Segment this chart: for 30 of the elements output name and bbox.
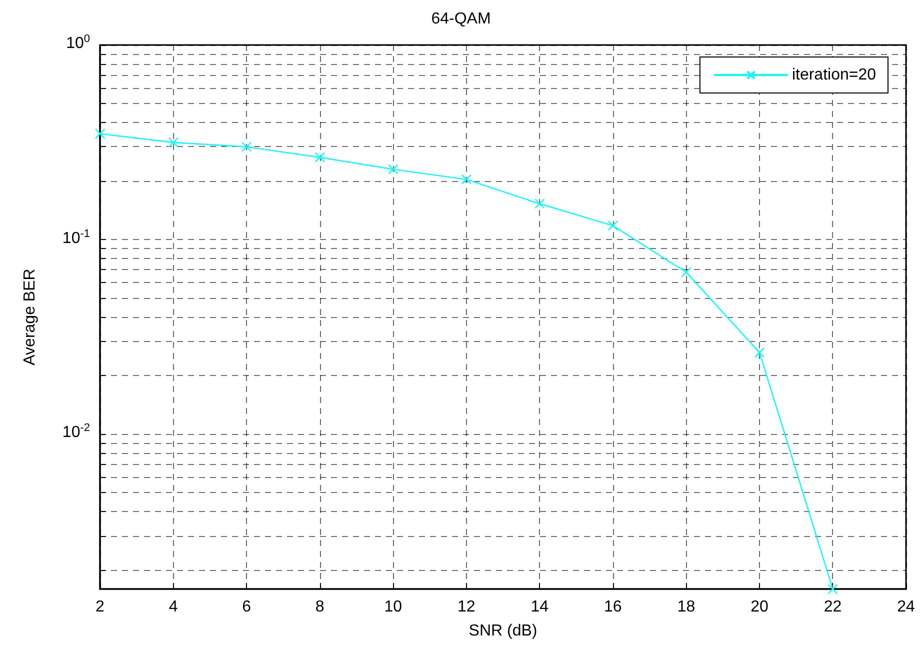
x-tick-label: 22 [824, 598, 842, 616]
x-axis-title: SNR (dB) [468, 622, 538, 640]
point [314, 152, 325, 162]
x-tick-label: 18 [677, 598, 696, 616]
point [168, 137, 178, 148]
point [681, 267, 692, 278]
point [461, 174, 472, 184]
x-tick-label: 12 [457, 598, 476, 616]
point [754, 347, 765, 358]
x-tick-label: 24 [897, 598, 915, 616]
x-tick-label: 14 [530, 598, 549, 616]
y-tick-label: 10$^{0}$ [66, 33, 90, 53]
x-tick-label: 20 [750, 598, 768, 616]
x-tick-label: 4 [168, 598, 178, 616]
point [608, 220, 618, 231]
x-tick-label: 10 [384, 598, 402, 616]
x-tick-label: 16 [604, 598, 622, 616]
point [388, 164, 398, 174]
y-tick-label: 10$^{-1}$ [62, 228, 90, 248]
x-tick-label: 6 [242, 598, 252, 616]
point [94, 128, 106, 139]
point [828, 584, 838, 594]
y-axis-title: Average BER [22, 268, 38, 366]
point [534, 198, 545, 209]
x-tick-label: 2 [96, 598, 105, 616]
legend-label: iteration=20 [792, 66, 876, 84]
chart-title: 64-QAM [431, 10, 491, 28]
y-tick-label: 10$^{-2}$ [62, 422, 90, 442]
point [241, 142, 252, 152]
x-tick-label: 8 [315, 598, 324, 616]
